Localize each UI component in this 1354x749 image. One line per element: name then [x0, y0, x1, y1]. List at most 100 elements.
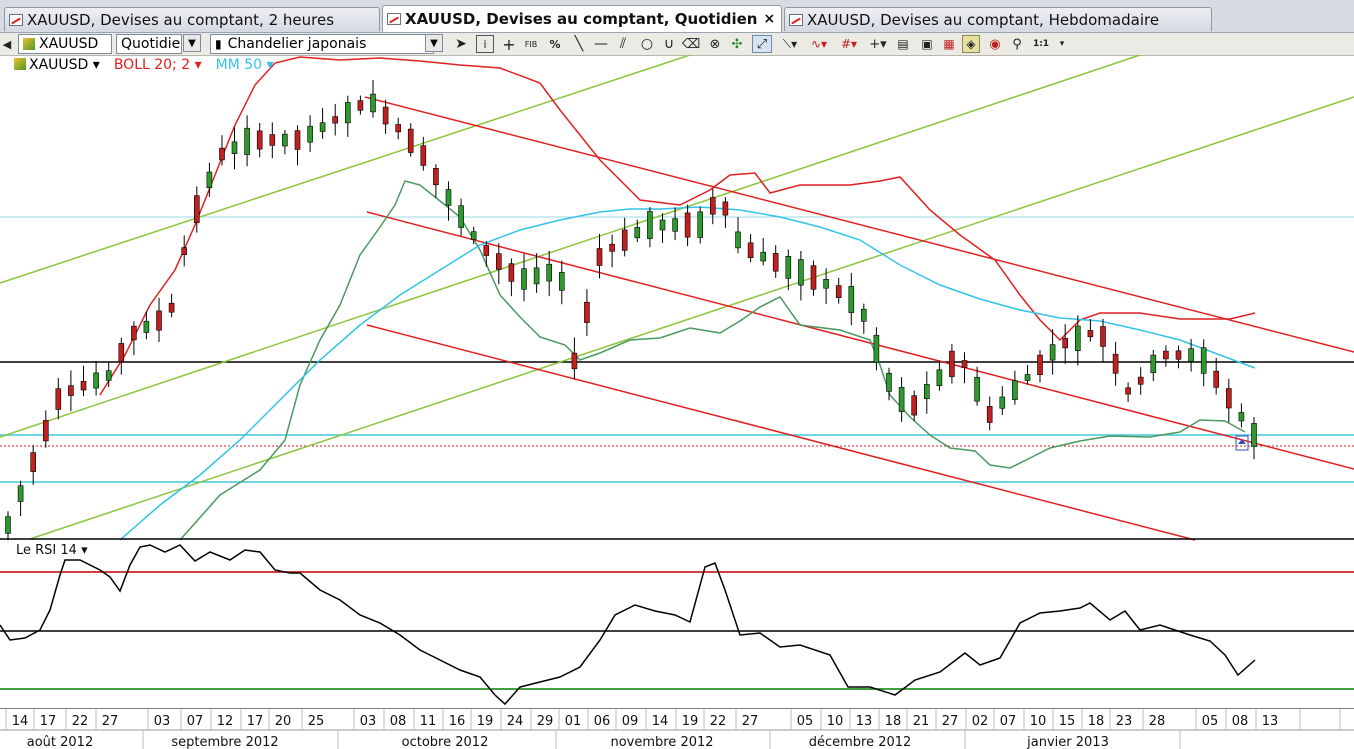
- candle-body: [621, 229, 628, 251]
- candle: [860, 303, 867, 334]
- candle: [131, 321, 137, 356]
- candle-body: [344, 102, 351, 124]
- channel-icon[interactable]: ⫽: [619, 36, 627, 52]
- tab-2-hours[interactable]: XAUUSD, Devises au comptant, 2 heures: [4, 7, 380, 31]
- candle: [1251, 417, 1257, 460]
- rsi-legend[interactable]: Le RSI 14 ▾: [16, 543, 88, 558]
- candle-body: [105, 370, 112, 381]
- day-tick-label: 25: [308, 714, 325, 729]
- indicator-icon[interactable]: ∿▾: [810, 37, 828, 51]
- tab-weekly[interactable]: XAUUSD, Devises au comptant, Hebdomadair…: [784, 7, 1212, 31]
- tab-daily[interactable]: XAUUSD, Devises au comptant, Quotidien ×: [382, 5, 782, 32]
- day-tick-label: 13: [1262, 714, 1279, 729]
- template-icon[interactable]: ▤: [897, 37, 909, 51]
- candle: [1112, 342, 1119, 386]
- candle: [974, 366, 980, 406]
- candle-body: [961, 360, 968, 368]
- candle: [294, 125, 301, 166]
- day-tick-label: 19: [682, 714, 699, 729]
- candle: [1037, 350, 1043, 383]
- day-tick-label: 27: [742, 714, 759, 729]
- zoom-icon[interactable]: ⚲: [1012, 36, 1022, 52]
- window-icon[interactable]: ▣: [921, 37, 933, 51]
- candle: [1188, 339, 1194, 372]
- magnet-icon[interactable]: ∪: [663, 36, 675, 52]
- candle-body: [508, 263, 515, 282]
- layout-icon[interactable]: ▦: [943, 37, 955, 51]
- candle-body: [131, 325, 137, 341]
- candle-body: [1024, 374, 1031, 381]
- chart-type-select[interactable]: ▮ Chandelier japonais: [210, 34, 434, 54]
- candle: [923, 371, 930, 414]
- eraser-icon[interactable]: ⌫: [681, 36, 701, 52]
- objects-icon[interactable]: ⊗: [709, 36, 721, 52]
- line-style-icon[interactable]: ⟍▾: [782, 36, 798, 51]
- percent-icon[interactable]: %: [549, 37, 561, 51]
- symbol-field[interactable]: XAUUSD: [18, 34, 112, 54]
- close-icon[interactable]: ×: [763, 11, 776, 27]
- candle-body: [949, 350, 955, 377]
- day-tick-label: 03: [154, 714, 171, 729]
- candle-body: [1049, 344, 1056, 361]
- lock-objects-icon[interactable]: ✣: [731, 36, 743, 52]
- candle: [747, 234, 754, 263]
- candle-body: [458, 205, 464, 228]
- candle-body: [445, 189, 452, 206]
- candle: [546, 250, 553, 297]
- candle-body: [244, 127, 250, 155]
- fibonacci-icon[interactable]: FIB: [524, 39, 538, 49]
- candle-body: [647, 211, 653, 239]
- candle-body: [231, 141, 238, 155]
- day-tick-label: 18: [885, 714, 902, 729]
- period-select[interactable]: Quotidien: [116, 34, 182, 54]
- horizontal-line-icon[interactable]: —: [594, 36, 608, 52]
- candle-body: [1226, 388, 1232, 409]
- candle: [647, 207, 653, 248]
- candle: [1049, 329, 1056, 375]
- candle-body: [219, 147, 225, 161]
- chart-tab-bar: XAUUSD, Devises au comptant, 2 heures XA…: [0, 0, 1354, 33]
- candle: [1163, 345, 1169, 367]
- bollinger-upper-band: [99, 56, 1256, 396]
- sound-icon[interactable]: ◉: [989, 36, 1001, 52]
- grid-icon[interactable]: #▾: [840, 37, 858, 51]
- period-dropdown-icon[interactable]: ▼: [183, 34, 201, 52]
- candle-body: [5, 516, 11, 534]
- candle: [407, 123, 414, 157]
- candle-body: [269, 134, 276, 146]
- candle: [873, 327, 880, 371]
- legend-moving-average[interactable]: MM 50 ▾: [215, 57, 274, 73]
- legend-symbol[interactable]: XAUUSD ▾: [14, 57, 100, 73]
- toolbar-overflow-icon[interactable]: ▾: [1059, 39, 1065, 49]
- candle: [760, 238, 767, 266]
- candle: [445, 181, 452, 221]
- zoom-ratio-button[interactable]: 1:1: [1032, 39, 1050, 49]
- channel-line: [366, 211, 1354, 470]
- expand-icon[interactable]: ⤢: [752, 35, 772, 53]
- candle-body: [1075, 325, 1081, 352]
- day-tick-label: 05: [1202, 714, 1219, 729]
- candle: [1062, 324, 1068, 364]
- candle: [1075, 315, 1081, 366]
- candle: [986, 396, 993, 431]
- alert-icon[interactable]: ◈: [962, 35, 980, 53]
- trendline-icon[interactable]: ╲: [574, 36, 584, 52]
- cursor-icon[interactable]: ➤: [455, 36, 467, 52]
- day-tick-label: 05: [797, 714, 814, 729]
- chart-canvas[interactable]: 14 17 22 27 03 07 12 17 20 25 03 08 11 16 19 24 29 01 06 09…: [0, 55, 1354, 749]
- candle-body: [181, 247, 187, 255]
- month-tick-label: août 2012: [27, 735, 93, 749]
- candle: [810, 260, 817, 296]
- candle: [1024, 365, 1031, 385]
- legend-bollinger[interactable]: BOLL 20; 2 ▾: [113, 57, 202, 73]
- chart-toolbar: ◀ XAUUSD Quotidien ▼ ▮ Chandelier japona…: [0, 33, 1354, 56]
- candle: [118, 337, 125, 375]
- candle: [621, 217, 628, 257]
- ellipse-icon[interactable]: ○: [640, 36, 654, 52]
- candle-body: [1037, 354, 1043, 376]
- collapse-icon[interactable]: ◀: [2, 37, 12, 51]
- crosshair-icon[interactable]: +: [502, 34, 516, 54]
- info-icon[interactable]: i: [476, 35, 494, 53]
- add-icon[interactable]: +▾: [869, 36, 887, 52]
- chart-type-dropdown-icon[interactable]: ▼: [425, 34, 443, 52]
